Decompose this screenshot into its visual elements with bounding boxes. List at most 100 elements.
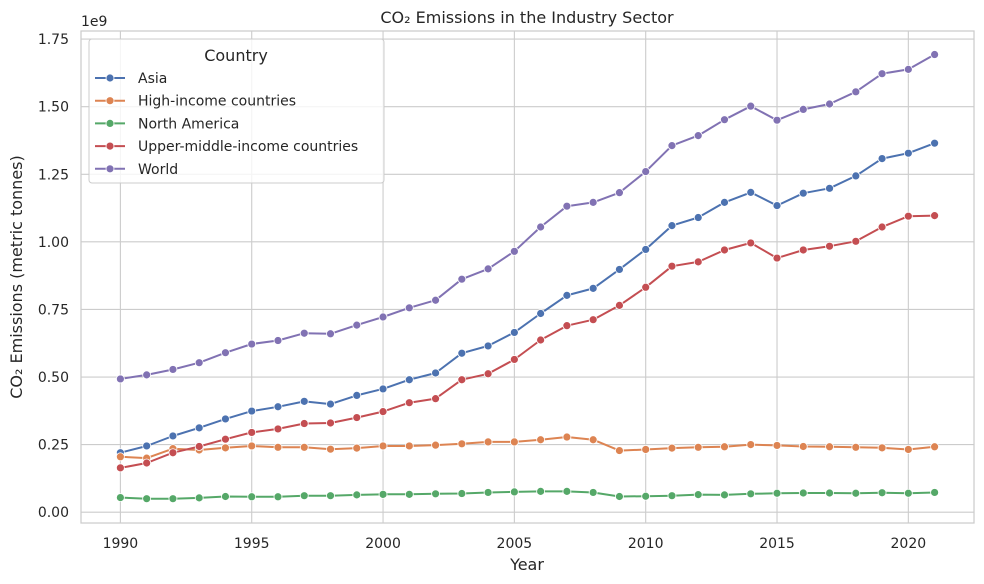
data-point: [746, 187, 756, 197]
data-point: [746, 489, 756, 499]
data-point: [431, 440, 440, 450]
x-tick-label: 2005: [497, 536, 533, 552]
data-point: [877, 154, 887, 163]
x-tick-label: 2020: [891, 536, 927, 552]
data-point: [457, 348, 467, 358]
data-point: [641, 245, 651, 254]
data-point: [536, 222, 546, 232]
legend: Country Asia High-income countries North A…: [88, 38, 385, 184]
data-point: [273, 424, 283, 434]
data-point: [299, 328, 309, 338]
data-point: [825, 183, 834, 193]
data-point: [273, 492, 283, 502]
plot-frame: [80, 30, 975, 524]
data-point: [273, 442, 283, 452]
legend-marker: [105, 119, 115, 128]
data-point: [851, 442, 861, 452]
data-point: [115, 463, 125, 473]
chart-title: CO₂ Emissions in the Industry Sector: [380, 8, 674, 27]
data-point: [457, 489, 467, 498]
data-point: [142, 494, 152, 504]
data-point: [457, 375, 467, 385]
data-point: [641, 491, 651, 501]
data-point: [615, 300, 624, 310]
data-point: [247, 492, 257, 502]
data-point: [509, 487, 519, 497]
data-point: [903, 488, 913, 498]
data-point: [851, 87, 861, 97]
legend-item-north-america: North America: [95, 116, 239, 132]
y-tick-label: 0.00: [38, 505, 69, 521]
data-point: [667, 261, 677, 271]
data-point: [509, 328, 519, 337]
data-point: [194, 423, 204, 433]
data-point: [431, 368, 440, 378]
data-point: [247, 441, 257, 451]
data-point: [851, 171, 861, 181]
data-point: [378, 384, 388, 394]
data-point: [509, 355, 519, 364]
data-point: [352, 320, 362, 330]
data-point: [168, 494, 178, 504]
data-point: [562, 432, 572, 442]
x-tick-label: 2000: [365, 536, 401, 552]
data-point: [457, 274, 467, 284]
x-axis-ticks: 1990 1995 2000 2005 2010 2015 2020: [103, 536, 927, 552]
data-point: [562, 290, 572, 300]
x-axis-title: Year: [509, 555, 544, 574]
data-point: [798, 442, 808, 451]
data-point: [536, 309, 546, 318]
data-point: [720, 197, 729, 207]
data-point: [615, 188, 624, 198]
data-point: [851, 488, 861, 498]
data-point: [588, 283, 598, 293]
data-point: [299, 491, 309, 501]
data-point: [273, 336, 283, 345]
data-point: [115, 452, 125, 462]
series-asia: [115, 138, 940, 458]
data-point: [168, 448, 178, 458]
data-point: [536, 335, 546, 345]
data-point: [194, 442, 204, 451]
data-point: [772, 253, 782, 263]
legend-marker: [105, 164, 115, 174]
data-point: [720, 490, 729, 500]
y-tick-label: 0.50: [38, 370, 69, 386]
data-point: [509, 437, 519, 447]
legend-label: Upper-middle-income countries: [138, 139, 358, 155]
data-point: [142, 370, 152, 380]
legend-title: Country: [204, 46, 268, 65]
data-point: [746, 238, 756, 248]
data-point: [693, 442, 703, 452]
data-point: [326, 329, 335, 339]
data-point: [930, 211, 940, 221]
data-point: [352, 443, 362, 453]
data-point: [772, 488, 782, 498]
data-point: [299, 442, 309, 452]
series-north-america: [115, 486, 940, 504]
data-point: [615, 446, 624, 455]
data-point: [615, 265, 624, 274]
data-point: [903, 445, 913, 454]
legend-items: Asia High-income countries North America Up…: [95, 71, 358, 178]
data-point: [798, 188, 808, 198]
x-tick-label: 2015: [759, 536, 795, 552]
data-point: [431, 394, 440, 404]
data-point: [746, 101, 756, 111]
series-upper-middle-income-countries: [115, 211, 940, 473]
x-tick-label: 2010: [628, 536, 664, 552]
y-tick-label: 0.75: [38, 302, 69, 318]
legend-box: [88, 38, 385, 184]
data-point: [746, 440, 756, 450]
data-point: [299, 419, 309, 428]
data-point: [221, 443, 230, 453]
y-tick-label: 1.50: [38, 100, 69, 116]
data-point: [404, 375, 414, 385]
data-point: [930, 442, 940, 452]
data-point: [877, 443, 887, 453]
data-point: [903, 148, 913, 158]
data-point: [930, 138, 940, 148]
data-point: [483, 369, 493, 379]
data-point: [720, 442, 729, 452]
data-point: [221, 434, 230, 444]
